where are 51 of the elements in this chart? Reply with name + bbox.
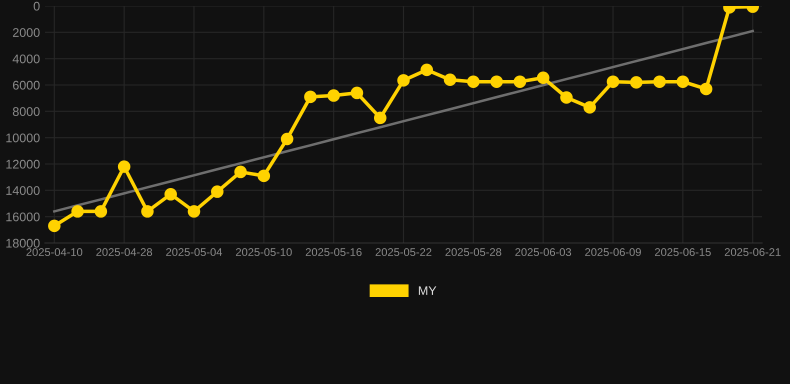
point — [71, 205, 84, 218]
point — [676, 75, 690, 88]
x-tick-label: 2025-06-09 — [585, 248, 641, 256]
y-tick-label: 10000 — [6, 133, 40, 142]
x-tick-label: 2025-05-16 — [306, 248, 362, 256]
point — [397, 74, 410, 87]
point — [188, 205, 200, 218]
point — [280, 132, 294, 146]
point — [211, 185, 224, 198]
point — [374, 112, 386, 124]
point — [560, 91, 573, 104]
point — [48, 220, 61, 232]
point — [444, 73, 456, 86]
point — [630, 76, 643, 89]
y-tick-label: 12000 — [6, 160, 40, 169]
x-tick-label: 2025-04-28 — [96, 248, 152, 256]
y-tick-label: 2000 — [12, 28, 40, 37]
point — [653, 75, 666, 88]
y-tick-label: 18000 — [6, 238, 40, 248]
x-tick-label: 2025-06-15 — [654, 248, 711, 256]
point — [304, 90, 317, 104]
point — [420, 64, 434, 76]
point — [700, 82, 712, 96]
point — [141, 205, 154, 218]
x-tick-label: 2025-05-10 — [236, 248, 292, 256]
point — [490, 75, 503, 88]
y-tick-label: 6000 — [12, 80, 40, 90]
y-tick-label: 4000 — [12, 54, 40, 64]
y-tick-label: 8000 — [12, 107, 40, 116]
x-tick-label: 2025-06-03 — [515, 248, 572, 256]
point — [234, 166, 247, 178]
point — [467, 75, 480, 88]
point — [258, 170, 270, 182]
x-tick-label: 2025-06-21 — [724, 248, 781, 256]
point — [514, 75, 526, 88]
point — [118, 160, 130, 173]
y-tick-label: 0 — [34, 2, 40, 11]
y-tick-label: 14000 — [6, 186, 40, 195]
y-tick-label: 16000 — [6, 212, 40, 222]
x-tick-label: 2025-05-28 — [445, 248, 502, 256]
point — [94, 205, 108, 218]
x-tick-label: 2025-05-04 — [166, 248, 222, 256]
legend-label: MY — [418, 286, 436, 295]
point — [164, 188, 177, 201]
point — [606, 75, 620, 88]
point — [583, 101, 596, 114]
point — [327, 89, 340, 102]
point — [350, 86, 364, 100]
x-tick-label: 2025-04-10 — [26, 248, 82, 256]
x-tick-label: 2025-05-22 — [376, 248, 432, 256]
point — [536, 72, 550, 84]
